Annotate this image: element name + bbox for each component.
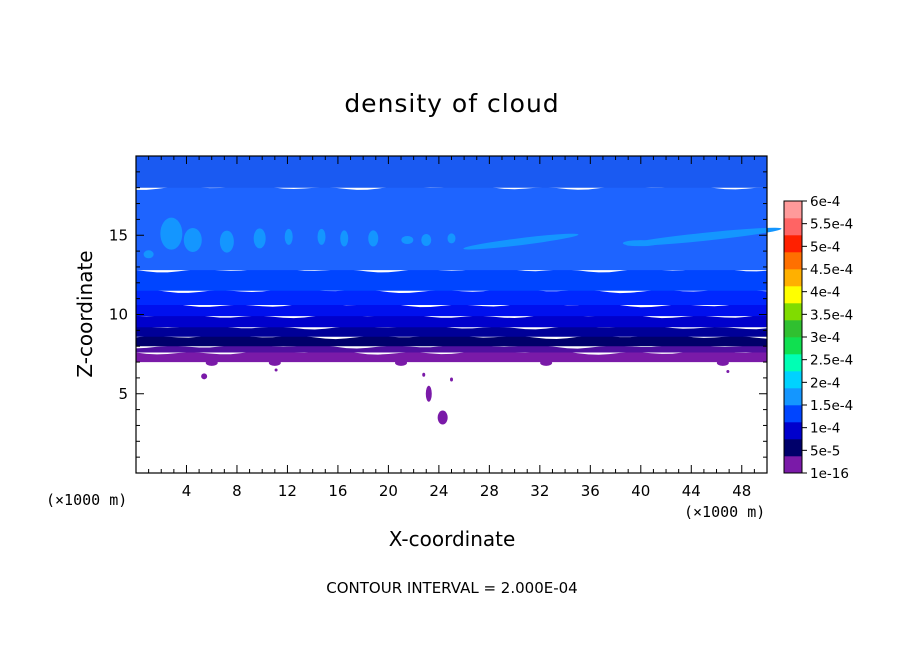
cloud-fragment [437, 410, 448, 425]
x-tick-label: 48 [732, 482, 751, 500]
contour-patch [401, 236, 414, 245]
cloud-fragment [201, 373, 208, 380]
x-tick-label: 28 [480, 482, 499, 500]
x-tick-label: 24 [429, 482, 448, 500]
colorbar-label: 1e-16 [810, 466, 849, 482]
contour-patch [183, 228, 202, 253]
cloud-fragment [425, 385, 432, 402]
x-tick-label: 12 [278, 482, 297, 500]
colorbar-swatch [784, 201, 802, 219]
cloud-fragment [274, 368, 278, 372]
colorbar-label: 1.5e-4 [810, 398, 853, 414]
contour-band [136, 288, 767, 305]
x-unit-label-left: (×1000 m) [46, 491, 127, 509]
x-unit-label-right: (×1000 m) [684, 503, 765, 521]
colorbar-swatch [784, 405, 802, 423]
colorbar-swatch [784, 456, 802, 474]
colorbar: 1e-16 5e-5 1e-4 1.5e-4 2e-4 2.5e-4 3e-4 3.5e-4 4… [783, 194, 853, 482]
colorbar-label: 5e-5 [810, 443, 840, 459]
colorbar-swatch [784, 337, 802, 355]
cloud-fragment [422, 372, 426, 377]
colorbar-swatch [784, 388, 802, 406]
x-tick-label: 4 [182, 482, 192, 500]
x-tick-label: 32 [530, 482, 549, 500]
x-tick-label: 8 [232, 482, 242, 500]
x-tick-label: 36 [581, 482, 600, 500]
colorbar-swatch [784, 286, 802, 304]
contour-band [136, 302, 767, 317]
colorbar-swatch [784, 422, 802, 440]
contour-patch [160, 217, 183, 250]
contour-patch [368, 230, 379, 247]
cloud-fragment [726, 370, 730, 374]
contour-band-bump [395, 359, 408, 366]
y-axis: 5 10 15 [109, 171, 767, 458]
contour-patch [340, 230, 349, 247]
contour-band [136, 314, 767, 328]
x-tick-label: 40 [631, 482, 650, 500]
colorbar-swatch [784, 354, 802, 372]
contour-band [136, 156, 767, 188]
x-tick-label: 16 [328, 482, 347, 500]
x-tick-label: 44 [682, 482, 701, 500]
colorbar-swatch [784, 320, 802, 338]
contour-patch [447, 233, 456, 244]
colorbar-label: 3.5e-4 [810, 307, 853, 323]
colorbar-label: 6e-4 [810, 194, 840, 210]
colorbar-swatch [784, 269, 802, 287]
contour-band [136, 324, 767, 337]
colorbar-label: 4e-4 [810, 285, 840, 301]
x-tick-label: 20 [379, 482, 398, 500]
contour-band-bump [268, 359, 281, 366]
cloud-fragment [450, 377, 453, 382]
contour-patch [284, 228, 293, 245]
y-tick-label: 10 [109, 306, 128, 324]
colorbar-swatch [784, 252, 802, 270]
contour-band-bump [205, 359, 218, 366]
colorbar-swatch [784, 303, 802, 321]
y-tick-label: 5 [118, 385, 128, 403]
contour-interval-note: CONTOUR INTERVAL = 2.000E-04 [326, 579, 577, 597]
colorbar-label: 1e-4 [810, 421, 840, 437]
contour-patch [317, 228, 326, 245]
contour-patch [219, 230, 234, 253]
contour-band [136, 350, 767, 363]
contour-band-bump [540, 359, 553, 366]
contour-band-bump [716, 359, 729, 366]
y-axis-title: Z-coordinate [73, 250, 97, 377]
y-tick-label: 15 [109, 226, 128, 244]
colorbar-swatch [784, 371, 802, 389]
contour-band [136, 267, 767, 291]
x-axis-title: X-coordinate [389, 527, 516, 551]
colorbar-swatch [784, 218, 802, 236]
colorbar-label: 2e-4 [810, 375, 840, 391]
colorbar-label: 4.5e-4 [810, 262, 853, 278]
contour-band [136, 334, 767, 347]
colorbar-label: 5e-4 [810, 239, 840, 255]
colorbar-label: 5.5e-4 [810, 217, 853, 233]
contour-patch [253, 228, 266, 249]
plot-area [135, 155, 782, 474]
contour-patch [463, 233, 579, 250]
chart-title: density of cloud [344, 89, 559, 118]
contour-patch [421, 234, 432, 247]
colorbar-label: 2.5e-4 [810, 353, 853, 369]
colorbar-swatch [784, 235, 802, 253]
contour-patch [626, 227, 782, 246]
contour-band [136, 185, 767, 271]
contour-patch [143, 250, 154, 259]
x-axis: 4 8 12 16 20 24 28 32 36 40 44 48 [148, 156, 755, 500]
contour-patch [622, 240, 659, 247]
colorbar-label: 3e-4 [810, 330, 840, 346]
colorbar-swatch [784, 439, 802, 457]
